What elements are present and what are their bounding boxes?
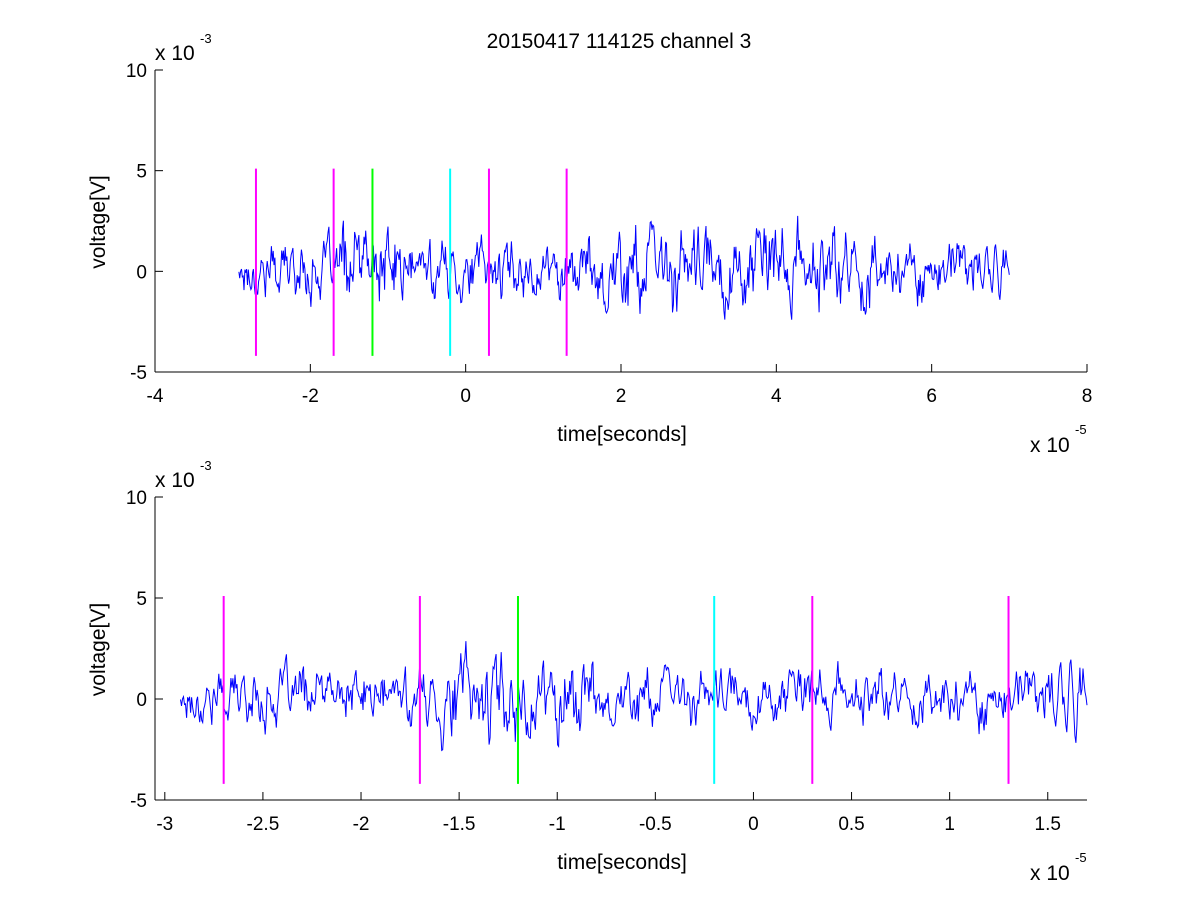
y-axis-label: voltage[V] (87, 175, 110, 268)
figure-title: 20150417 114125 channel 3 (487, 30, 752, 53)
x-axis-label: time[seconds] (557, 851, 687, 874)
x-tick-label: 1.5 (1035, 814, 1061, 835)
x-tick-label: 0.5 (838, 814, 864, 835)
x-multiplier-exponent: -5 (1075, 422, 1087, 437)
x-tick-label: -2.5 (247, 814, 280, 835)
x-tick-label: 2 (616, 386, 627, 407)
y-tick-label: -5 (130, 791, 147, 812)
x-axis-label: time[seconds] (557, 423, 687, 446)
x-tick-label: -1.5 (443, 814, 476, 835)
x-tick-label: -4 (147, 386, 164, 407)
x-tick-label: -2 (302, 386, 319, 407)
x-tick-label: 8 (1082, 386, 1093, 407)
y-multiplier: x 10 (155, 469, 195, 492)
x-tick-label: -2 (353, 814, 370, 835)
x-tick-label: -0.5 (639, 814, 672, 835)
y-tick-label: 0 (136, 262, 147, 283)
y-multiplier-exponent: -3 (200, 31, 212, 46)
x-tick-label: 1 (944, 814, 955, 835)
x-multiplier: x 10 (1030, 862, 1070, 885)
y-tick-label: 10 (126, 61, 147, 82)
x-tick-label: -3 (156, 814, 173, 835)
y-tick-label: 5 (136, 162, 147, 183)
y-axis-label: voltage[V] (87, 603, 110, 696)
y-tick-label: 0 (136, 690, 147, 711)
x-tick-label: 4 (771, 386, 782, 407)
x-tick-label: -1 (549, 814, 566, 835)
y-tick-label: 10 (126, 488, 147, 509)
signal-trace (238, 215, 1010, 320)
y-tick-label: 5 (136, 589, 147, 610)
x-tick-label: 0 (748, 814, 759, 835)
x-multiplier: x 10 (1030, 434, 1070, 457)
x-multiplier-exponent: -5 (1075, 850, 1087, 865)
lower-plot: -3 -2.5 -2 -1.5 -1 -0.5 0 0.5 1 1.5 -5 0 5 10 time[sec… (87, 458, 1088, 885)
y-tick-label: -5 (130, 363, 147, 384)
upper-plot: -4 -2 0 2 4 6 8 -5 0 5 10 time[seconds] voltage[V] x … (87, 31, 1092, 457)
x-tick-label: 6 (926, 386, 937, 407)
x-tick-label: 0 (460, 386, 471, 407)
y-multiplier-exponent: -3 (200, 458, 212, 473)
y-multiplier: x 10 (155, 42, 195, 65)
signal-trace (180, 641, 1088, 752)
